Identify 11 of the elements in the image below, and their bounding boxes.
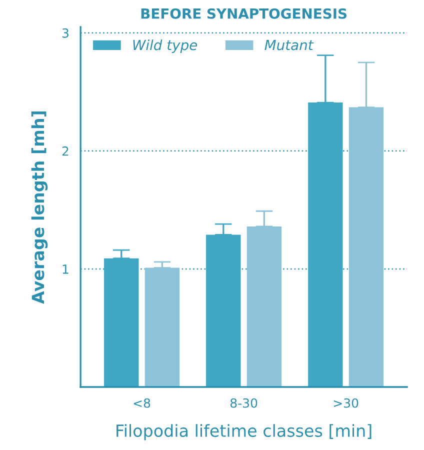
x-tick-label: <8 — [134, 398, 150, 408]
y-axis-title: Average length [mh] — [31, 111, 48, 304]
y-tick-label: 1 — [62, 264, 68, 274]
chart-title: BEFORE SYNAPTOGENESIS — [141, 8, 347, 19]
x-tick-label: 8-30 — [230, 398, 258, 408]
y-tick-label: 3 — [62, 28, 68, 38]
x-axis-title: Filopodia lifetime classes [min] — [116, 424, 372, 440]
y-tick-label: 2 — [62, 146, 68, 156]
legend-label: Wild type — [133, 40, 198, 53]
legend-label: Mutant — [264, 40, 314, 50]
x-tick-label: >30 — [334, 398, 358, 408]
